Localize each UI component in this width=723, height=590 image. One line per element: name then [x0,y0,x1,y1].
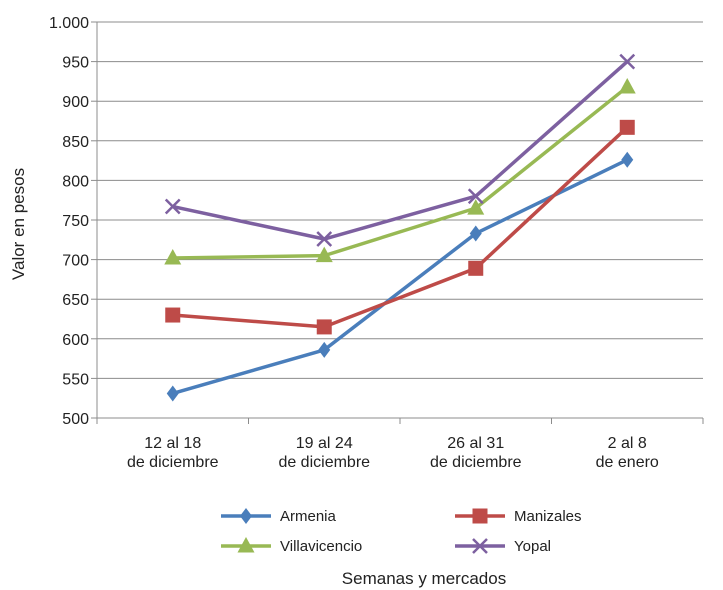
legend-swatch-marker [472,538,488,554]
x-axis-ticks: 12 al 18 de diciembre 19 al 24 de diciembre… [127,435,659,471]
x-axis-title: Semanas y mercados [342,569,506,588]
data-point-manizales [165,307,181,323]
legend-label: Armenia [280,508,337,525]
y-tick-label: 950 [62,55,89,72]
legend-label: Villavicencio [280,538,362,555]
legend: Armenia Manizales Villavicencio Yopal [221,508,582,555]
data-point-yopal [467,188,484,205]
y-tick-label: 600 [62,332,89,349]
data-point-yopal [164,198,181,215]
data-point-yopal [619,53,636,70]
legend-item-armenia: Armenia [221,508,337,525]
series-line-armenia [172,158,629,396]
x-tick-label: 12 al 18 de diciembre [127,435,219,471]
y-tick-label: 900 [62,94,89,111]
legend-swatch-marker [237,537,255,553]
y-tick-label: 700 [62,253,89,270]
y-tick-label: 550 [62,371,89,388]
series-line-manizales [172,126,629,329]
series-line-yopal [172,60,629,241]
legend-swatch-marker [240,508,252,524]
data-point-manizales [468,260,484,276]
x-tick-label: 19 al 24 de diciembre [278,435,370,471]
series-line-villavicencio [172,85,629,260]
data-point-armenia [318,341,331,358]
y-tick-label: 650 [62,292,89,309]
gridlines [97,21,703,379]
data-point-yopal [316,231,333,247]
legend-swatch-marker [472,508,488,524]
y-axis-ticks: 500 550 600 650 700 750 800 850 900 950 1.000 [49,15,89,428]
series-villavicencio [164,77,636,265]
series-manizales [165,119,635,335]
data-point-villavicencio [618,77,636,94]
legend-item-villavicencio: Villavicencio [221,537,362,555]
data-point-armenia [621,151,634,168]
legend-item-yopal: Yopal [455,538,551,555]
data-point-villavicencio [467,199,485,215]
x-tick-label: 26 al 31 de diciembre [430,435,522,471]
legend-item-manizales: Manizales [455,508,582,525]
y-tick-label: 850 [62,134,89,151]
y-tick-label: 1.000 [49,15,89,32]
x-tick-label: 2 al 8 de enero [596,435,659,471]
series-lines [164,53,636,402]
legend-label: Manizales [514,508,582,525]
data-point-villavicencio [315,246,333,263]
y-tick-label: 800 [62,173,89,190]
legend-label: Yopal [514,538,551,555]
axes [91,21,704,424]
data-point-armenia [469,225,482,242]
y-axis-title: Valor en pesos [9,168,28,280]
y-tick-label: 500 [62,411,89,428]
data-point-villavicencio [164,249,182,265]
series-yopal [164,53,636,247]
data-point-manizales [619,119,635,135]
data-point-armenia [166,385,179,402]
y-tick-label: 750 [62,213,89,230]
data-point-manizales [316,319,332,335]
